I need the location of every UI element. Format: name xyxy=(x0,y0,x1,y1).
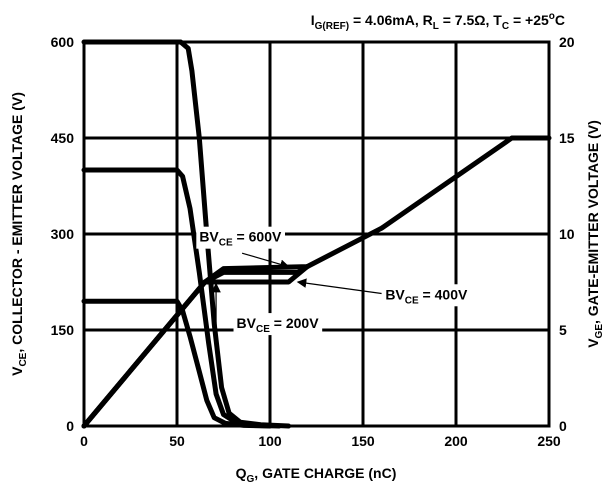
series-group xyxy=(81,39,552,429)
x-tick-label: 50 xyxy=(169,433,185,449)
x-tick-label: 250 xyxy=(537,433,561,449)
annotation-arrow-2 xyxy=(296,278,382,295)
plot-frame xyxy=(82,40,551,428)
y-right-tick-label: 0 xyxy=(559,418,567,434)
y-axis-left-title: VCE, COLLECTOR - EMITTER VOLTAGE (V) xyxy=(9,92,29,376)
y-left-tick-label: 600 xyxy=(51,34,75,50)
annotation-label-3: BVCE = 200V xyxy=(237,315,320,335)
annotation-bg xyxy=(233,313,323,336)
annotation-bg xyxy=(382,284,471,307)
y-left-tick-label: 150 xyxy=(51,322,75,338)
annotation-bg xyxy=(196,226,285,249)
series-line-6 xyxy=(81,264,310,429)
annotation-arrow-1 xyxy=(241,252,290,269)
y-left-tick-label: 450 xyxy=(51,130,75,146)
y-left-tick-label: 0 xyxy=(66,418,74,434)
x-tick-label: 100 xyxy=(258,433,282,449)
y-axis-right-title: VGE, GATE-EMITTER VOLTAGE (V) xyxy=(585,120,605,348)
series-line-4 xyxy=(81,135,552,429)
annotation-label-1: BVCE = 600V xyxy=(199,229,282,249)
x-tick-label: 200 xyxy=(444,433,468,449)
test-conditions: IG(REF) = 4.06mA, RL = 7.5Ω, TC = +25oC xyxy=(311,11,565,32)
y-left-tick-label: 300 xyxy=(51,226,75,242)
series-line-3 xyxy=(81,298,273,429)
x-tick-label: 150 xyxy=(351,433,375,449)
y-right-tick-label: 5 xyxy=(559,322,567,338)
y-right-tick-label: 20 xyxy=(559,34,575,50)
x-tick-label: 0 xyxy=(80,433,88,449)
y-right-tick-label: 10 xyxy=(559,226,575,242)
y-right-tick-label: 15 xyxy=(559,130,575,146)
grid xyxy=(84,42,549,426)
x-axis-title: QG, GATE CHARGE (nC) xyxy=(236,465,397,484)
annotation-label-2: BVCE = 400V xyxy=(385,286,468,306)
annotations: BVCE = 600V BVCE = 400V BVCE = 200V xyxy=(196,226,471,336)
